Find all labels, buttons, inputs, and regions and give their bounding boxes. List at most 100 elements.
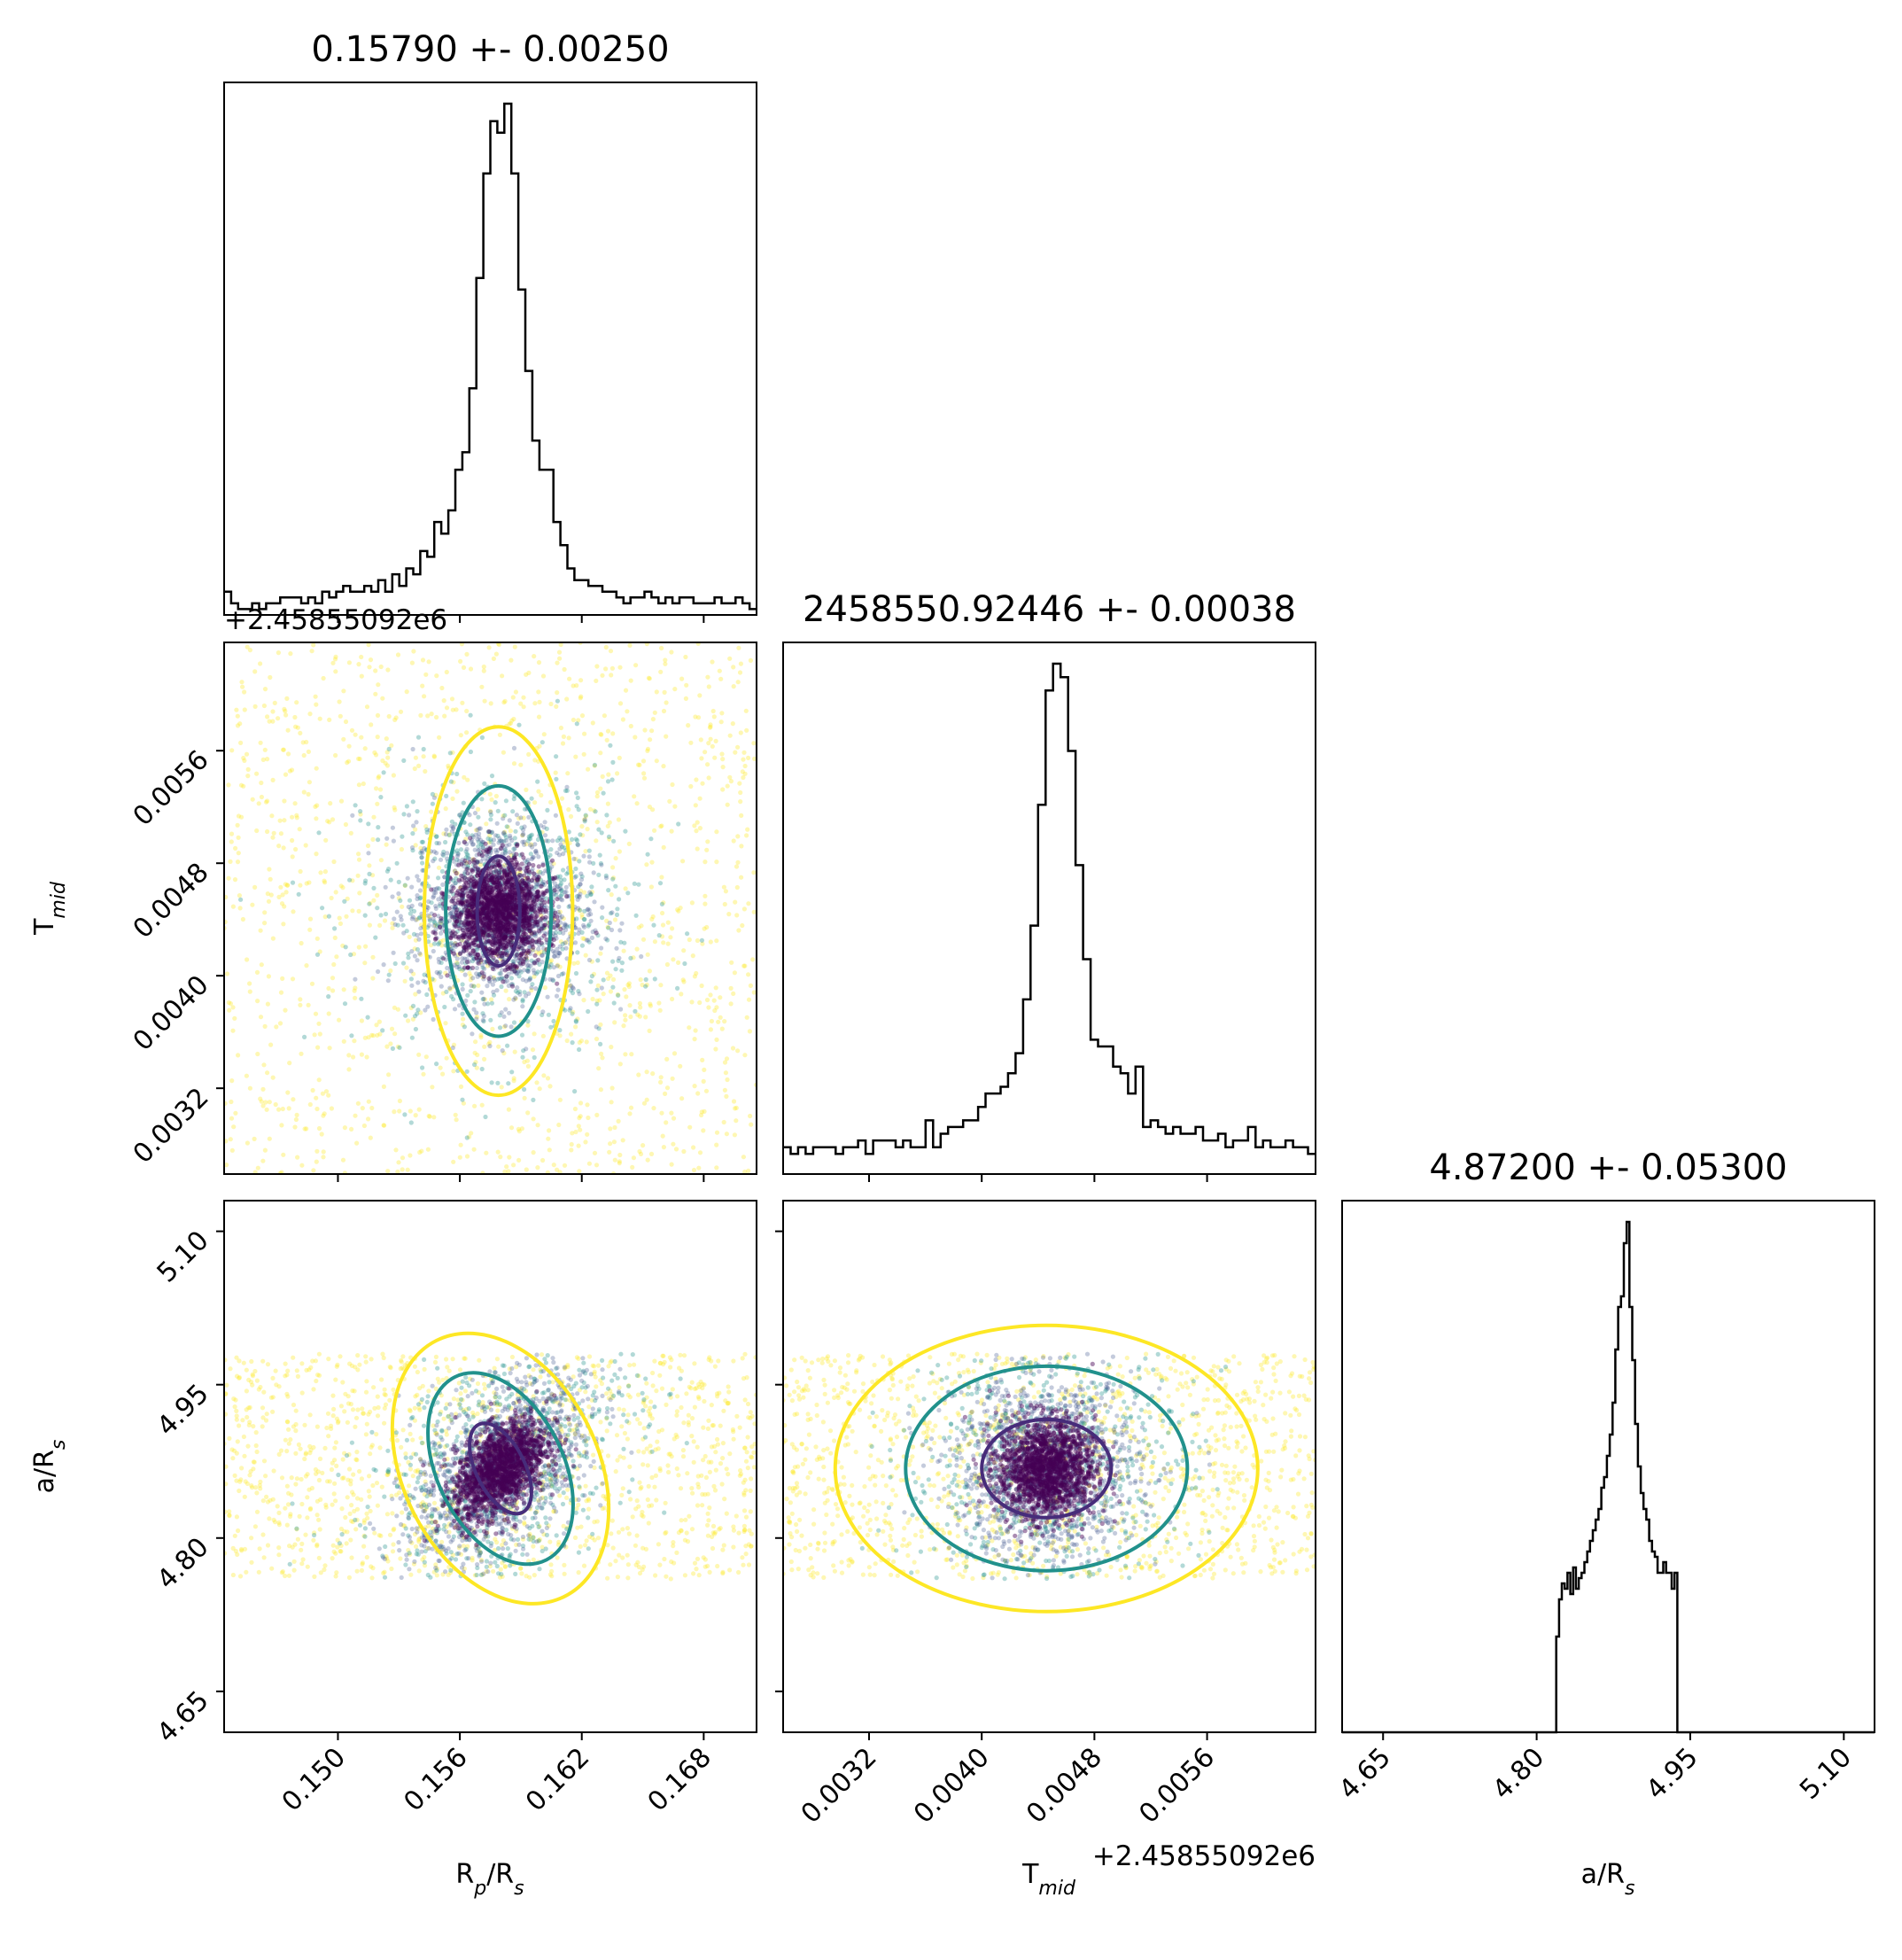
sample-point bbox=[237, 906, 243, 911]
sample-point bbox=[496, 945, 501, 951]
sample-point bbox=[381, 1123, 386, 1128]
sample-point bbox=[503, 798, 509, 804]
sample-point bbox=[472, 811, 478, 816]
sample-point bbox=[532, 939, 538, 945]
sample-point bbox=[520, 889, 525, 894]
sample-point bbox=[349, 727, 355, 733]
sample-point bbox=[409, 983, 415, 988]
sample-point bbox=[536, 660, 542, 665]
sample-point bbox=[700, 941, 705, 946]
sample-point bbox=[326, 914, 331, 919]
sample-point bbox=[499, 911, 504, 916]
sample-point bbox=[505, 912, 510, 917]
sample-point bbox=[652, 710, 657, 715]
sample-point bbox=[485, 880, 490, 885]
sample-point bbox=[581, 936, 587, 942]
sample-point bbox=[520, 883, 526, 888]
sample-point bbox=[535, 1165, 540, 1171]
sample-point bbox=[616, 958, 621, 963]
sample-point bbox=[468, 666, 474, 672]
sample-point bbox=[500, 906, 505, 911]
sample-point bbox=[735, 680, 741, 685]
sample-point bbox=[321, 1155, 326, 1160]
sample-point bbox=[361, 1123, 367, 1129]
sample-point bbox=[528, 905, 533, 910]
sample-point bbox=[503, 988, 508, 993]
sample-point bbox=[529, 842, 534, 847]
sample-point bbox=[270, 936, 276, 941]
sample-point bbox=[508, 881, 515, 887]
sample-point bbox=[408, 911, 413, 916]
sample-point bbox=[654, 689, 659, 695]
sample-point bbox=[528, 833, 533, 838]
sample-point bbox=[283, 1007, 288, 1013]
sample-point bbox=[285, 727, 291, 733]
sample-point bbox=[551, 978, 556, 984]
sample-point bbox=[509, 914, 516, 919]
sample-point bbox=[632, 881, 637, 886]
sample-point bbox=[508, 945, 514, 951]
sample-point bbox=[536, 1005, 541, 1010]
sample-point bbox=[553, 770, 558, 775]
sample-point bbox=[498, 976, 504, 982]
sample-point bbox=[498, 971, 504, 976]
sample-point bbox=[581, 922, 586, 928]
sample-point bbox=[470, 868, 476, 874]
sample-point bbox=[536, 714, 542, 719]
sample-point bbox=[524, 868, 529, 874]
sample-point bbox=[544, 896, 549, 901]
sample-point bbox=[535, 876, 540, 882]
sample-point bbox=[525, 919, 532, 924]
sample-point bbox=[514, 842, 520, 847]
sample-point bbox=[516, 1129, 522, 1134]
sample-point bbox=[661, 708, 667, 714]
sample-point bbox=[650, 807, 656, 813]
sample-point bbox=[557, 1097, 563, 1102]
sample-point bbox=[511, 903, 516, 908]
sample-point bbox=[292, 714, 298, 720]
sample-point bbox=[491, 992, 497, 998]
sample-point bbox=[515, 990, 521, 995]
sample-point bbox=[495, 1080, 501, 1085]
sample-point bbox=[482, 781, 487, 787]
sample-point bbox=[678, 1352, 683, 1357]
sample-point bbox=[451, 1159, 456, 1164]
sample-point bbox=[542, 833, 548, 838]
sample-point bbox=[663, 661, 668, 666]
sample-point bbox=[392, 922, 398, 927]
sample-point bbox=[600, 774, 605, 780]
sample-point bbox=[474, 1065, 479, 1070]
sample-point bbox=[265, 757, 270, 762]
sample-point bbox=[229, 1147, 235, 1153]
sample-point bbox=[487, 896, 493, 901]
sample-point bbox=[382, 1123, 387, 1128]
sample-point bbox=[322, 1111, 327, 1116]
sample-point bbox=[699, 1109, 704, 1115]
sample-point bbox=[533, 986, 539, 992]
sample-point bbox=[594, 1036, 600, 1042]
sample-point bbox=[480, 975, 485, 980]
sample-point bbox=[431, 753, 437, 758]
sample-point bbox=[486, 891, 492, 897]
sample-point bbox=[589, 974, 595, 979]
sample-point bbox=[706, 741, 711, 746]
sample-point bbox=[458, 658, 463, 665]
sample-point bbox=[488, 839, 493, 844]
sample-point bbox=[751, 990, 757, 995]
sample-point bbox=[293, 1116, 299, 1123]
sample-point bbox=[300, 1557, 306, 1562]
sample-point bbox=[577, 1046, 582, 1053]
sample-point bbox=[265, 714, 270, 719]
sample-point bbox=[224, 1163, 229, 1168]
sample-point bbox=[498, 943, 503, 948]
sample-point bbox=[461, 945, 467, 950]
sample-point bbox=[559, 888, 564, 893]
sample-point bbox=[438, 1065, 443, 1070]
sample-point bbox=[571, 961, 577, 966]
sample-point bbox=[397, 1045, 402, 1050]
sample-point bbox=[522, 842, 527, 847]
sample-point bbox=[584, 1039, 589, 1045]
sample-point bbox=[585, 893, 590, 898]
sample-point bbox=[291, 1355, 296, 1360]
sample-point bbox=[391, 950, 396, 955]
